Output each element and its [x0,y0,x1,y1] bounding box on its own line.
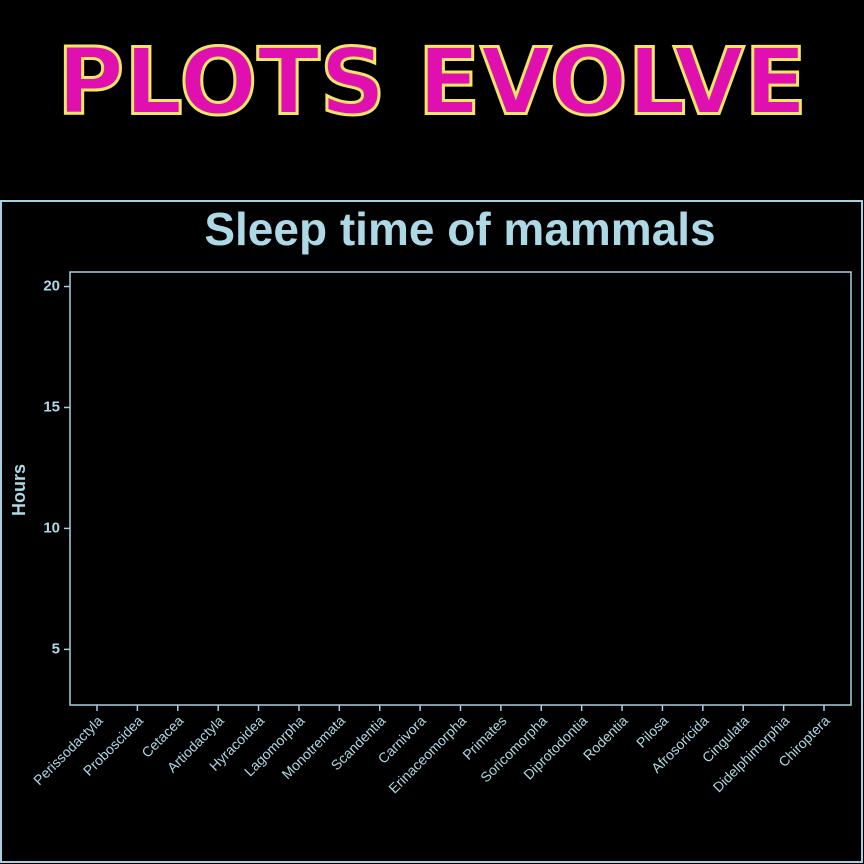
chart-panel [0,200,863,863]
banner-title: PLOTS EVOLVE [57,28,807,135]
y-axis-label: Hours [9,464,29,516]
y-tick-label: 20 [43,277,60,294]
chart-title: Sleep time of mammals [204,203,715,255]
y-tick-label: 5 [52,640,60,657]
y-tick-label: 15 [43,398,60,415]
y-tick-label: 10 [43,519,60,536]
